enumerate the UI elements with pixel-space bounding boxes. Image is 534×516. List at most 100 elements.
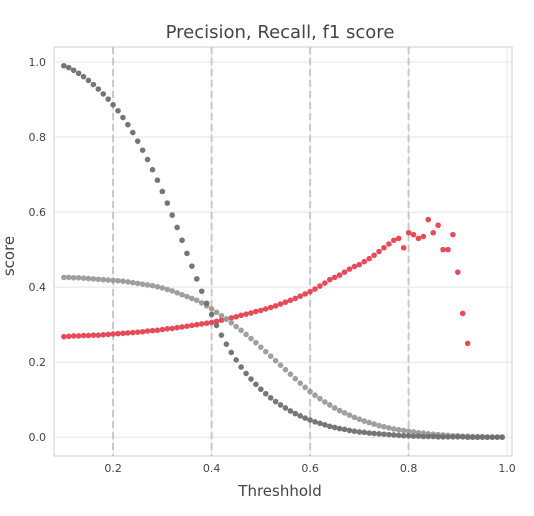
data-point-series-1 [282,299,289,305]
data-point-series-3 [297,413,304,419]
data-point-series-2 [312,392,318,399]
data-point-series-2 [61,274,67,281]
data-point-series-3 [430,433,437,440]
data-point-series-2 [391,426,397,432]
data-point-series-1 [105,331,111,338]
data-point-series-3 [494,434,501,441]
data-point-series-2 [322,399,328,405]
data-point-series-1 [208,319,215,326]
data-point-series-1 [455,269,461,275]
data-point-series-3 [208,311,215,318]
data-point-series-3 [489,434,496,441]
data-point-series-3 [243,370,249,377]
data-point-series-1 [292,295,299,302]
data-point-series-1 [80,332,87,339]
data-point-series-1 [459,310,466,317]
data-point-series-3 [120,114,126,121]
data-point-series-3 [194,276,200,282]
data-point-series-3 [125,121,131,128]
data-point-series-2 [292,375,299,382]
data-point-series-1 [194,321,200,328]
data-point-series-1 [218,317,225,323]
data-point-series-3 [381,431,387,438]
data-point-series-3 [361,429,368,436]
data-point-series-1 [169,325,175,332]
data-point-series-1 [65,333,72,340]
x-tick-label: 1.0 [498,462,516,475]
data-point-series-2 [194,297,200,304]
data-point-series-2 [208,306,215,312]
data-point-series-2 [366,419,372,426]
y-tick-label: 0.8 [29,131,47,144]
data-point-series-2 [223,316,230,322]
data-point-series-2 [70,274,77,281]
data-point-series-1 [243,311,249,317]
data-point-series-1 [95,332,102,338]
data-point-series-1 [386,241,392,247]
data-point-series-3 [391,432,397,438]
data-point-series-3 [65,64,72,71]
data-point-series-2 [272,357,279,364]
y-axis-label: score [0,236,18,276]
data-point-series-1 [336,272,343,278]
data-point-series-2 [253,339,259,346]
data-point-series-3 [410,433,417,439]
data-point-series-2 [331,405,338,411]
data-point-series-3 [90,81,97,88]
data-point-series-1 [440,246,446,253]
data-point-series-1 [159,326,166,333]
data-point-series-3 [179,237,185,244]
plot-area [53,46,513,457]
data-point-series-1 [85,332,92,339]
data-point-series-3 [174,224,180,231]
data-point-series-1 [262,306,269,312]
data-point-series-1 [376,248,382,255]
data-point-series-3 [189,263,195,269]
data-point-series-2 [302,384,308,391]
data-point-series-1 [346,266,353,272]
data-point-series-1 [395,235,402,242]
data-point-series-1 [435,222,441,229]
data-point-series-3 [233,357,240,363]
data-point-series-2 [90,276,97,282]
y-tick-label: 0.2 [29,356,47,369]
data-point-series-3 [400,432,407,439]
data-point-series-3 [420,433,427,440]
data-point-series-2 [80,275,87,281]
data-point-series-3 [415,433,422,439]
data-point-series-3 [474,434,481,441]
data-point-series-2 [159,285,166,291]
data-point-series-2 [228,319,235,326]
data-point-series-3 [292,410,299,417]
data-points [61,62,505,441]
data-point-series-1 [361,258,368,265]
data-point-series-3 [395,432,402,439]
data-point-series-1 [341,269,348,275]
data-point-series-1 [371,252,377,259]
data-point-series-3 [366,430,372,436]
data-point-series-1 [110,331,116,337]
data-point-series-3 [469,434,476,441]
data-point-series-3 [85,77,92,84]
data-point-series-2 [149,282,156,289]
data-point-series-3 [223,341,230,347]
data-point-series-2 [341,410,348,416]
data-point-series-2 [120,278,126,284]
data-point-series-1 [125,330,131,336]
data-point-series-3 [149,166,156,173]
data-point-series-2 [317,395,323,402]
data-point-series-1 [258,307,264,314]
y-tick-label: 0.0 [29,431,47,444]
data-point-series-2 [326,402,333,408]
data-point-series-1 [302,291,308,297]
data-point-series-1 [70,333,77,339]
data-point-series-1 [174,324,180,331]
data-point-series-3 [213,322,220,329]
data-point-series-1 [464,340,471,347]
data-point-series-1 [189,322,195,329]
data-point-series-1 [322,280,328,286]
data-point-series-1 [331,274,338,281]
data-point-series-1 [351,263,358,270]
y-tick-label: 0.6 [29,206,47,219]
